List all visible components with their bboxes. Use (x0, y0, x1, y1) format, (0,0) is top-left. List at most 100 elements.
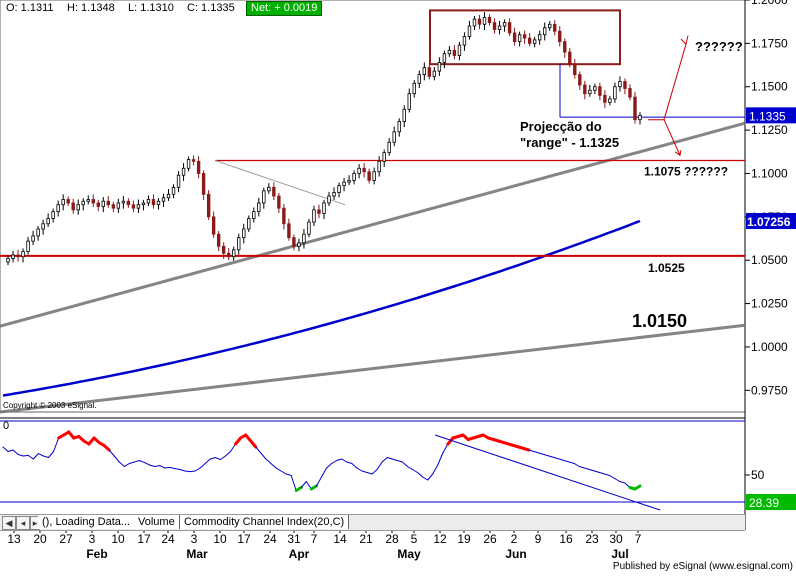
tab-cci[interactable]: Commodity Channel Index(20,C) (180, 515, 350, 529)
candle-body (623, 81, 627, 89)
candle-body (126, 200, 131, 206)
candle-body (121, 200, 126, 204)
high-value: H: 1.1348 (67, 2, 115, 14)
candle-body (517, 34, 522, 43)
candle-body (367, 171, 371, 181)
cci-segment (442, 443, 449, 454)
cci-segment (381, 457, 388, 463)
cci-segment (12, 449, 19, 455)
candle-body (16, 254, 20, 258)
month-tick-label: Jun (505, 547, 526, 561)
cci-segment (594, 470, 601, 473)
price-tick-label: 1.1500 (751, 80, 788, 94)
cci-segment (260, 452, 267, 460)
cci-segment (583, 467, 590, 470)
scroll-first-icon[interactable]: ◀ (2, 516, 16, 530)
projection-annotation: Projecção do (520, 119, 602, 134)
candle-body (36, 228, 40, 237)
candle-body (532, 39, 537, 44)
cci-segment (401, 461, 408, 467)
candle-body (347, 180, 351, 183)
cci-segment (199, 463, 206, 469)
ma-value-box (746, 213, 796, 230)
date-tick-label: 28 (385, 532, 399, 546)
projection-annotation: "range" - 1.1325 (520, 135, 619, 150)
candle-body (86, 199, 90, 202)
date-tick-label: 17 (137, 532, 151, 546)
candle-body (397, 121, 401, 133)
cci-segment (573, 463, 580, 467)
cci-segment (174, 468, 181, 470)
cci-segment (189, 470, 196, 473)
candle-body (427, 67, 432, 77)
candle-body (11, 254, 15, 259)
cci-segment (219, 455, 226, 461)
cci-segment (128, 461, 135, 464)
cci-segment (412, 469, 419, 473)
cci-segment (548, 455, 555, 458)
tab-loading-data[interactable]: (), Loading Data... (38, 515, 136, 529)
candle-body (583, 84, 587, 95)
candle-body (76, 204, 80, 211)
cci-segment (123, 463, 130, 467)
candle-body (437, 62, 442, 72)
cci-zero-label: 0 (3, 420, 9, 432)
candle-body (568, 51, 572, 65)
cci-segment (331, 460, 338, 464)
candle-body (51, 211, 55, 219)
cci-segment (614, 478, 621, 482)
cci-segment (285, 473, 292, 476)
candle-body (377, 160, 381, 173)
cci-tick-label: 50 (751, 468, 765, 482)
cci-segment (32, 453, 39, 460)
cci-segment (563, 460, 570, 463)
tab-volume[interactable]: Volume (134, 515, 180, 529)
candle-body (166, 193, 171, 199)
candle-body (156, 200, 161, 206)
cci-segment (305, 481, 312, 490)
upside-target-annotation: ?????? (695, 39, 743, 54)
date-tick-label: 17 (237, 532, 251, 546)
candle-body (101, 200, 106, 207)
cci-segment (169, 466, 176, 470)
date-tick-label: 7 (311, 532, 318, 546)
cci-segment (275, 467, 282, 472)
cci-segment (578, 466, 585, 469)
cci-segment (422, 476, 429, 481)
cci-segment (553, 457, 560, 460)
cci-segment (209, 457, 216, 460)
scroll-prev-icon[interactable]: ◂ (16, 516, 30, 530)
candle-body (563, 41, 567, 53)
candle-body (232, 249, 236, 258)
month-tick-label: May (397, 547, 421, 561)
candle-body (537, 34, 542, 41)
cci-segment (230, 443, 237, 452)
date-tick-label: 9 (535, 532, 542, 546)
candle-body (332, 192, 336, 197)
copyright-text: Copyright © 2003 eSignal. (3, 401, 97, 410)
last-price-box (746, 107, 796, 124)
candle-body (542, 27, 547, 36)
candle-body (242, 228, 246, 239)
candle-body (638, 114, 642, 121)
range-box (429, 9, 621, 66)
net-change-badge: Net: + 0.0019 (246, 1, 323, 16)
candle-body (181, 167, 186, 176)
candle-body (66, 199, 70, 204)
candle-body (432, 70, 437, 77)
date-tick-label: 16 (559, 532, 573, 546)
cci-segment (2, 446, 9, 452)
cci-segment (351, 463, 358, 469)
cci-segment (184, 470, 191, 473)
long-term-level-annotation: 1.0150 (632, 311, 687, 331)
cci-trendline (434, 434, 661, 511)
candle-body (252, 211, 256, 219)
cci-segment (361, 470, 368, 473)
candle-body (342, 181, 346, 187)
cci-segment (42, 455, 49, 458)
cci-segment (48, 451, 55, 458)
candle-body (507, 22, 512, 34)
candle-body (412, 82, 416, 95)
candle-body (628, 88, 632, 98)
cci-segment (224, 451, 231, 457)
